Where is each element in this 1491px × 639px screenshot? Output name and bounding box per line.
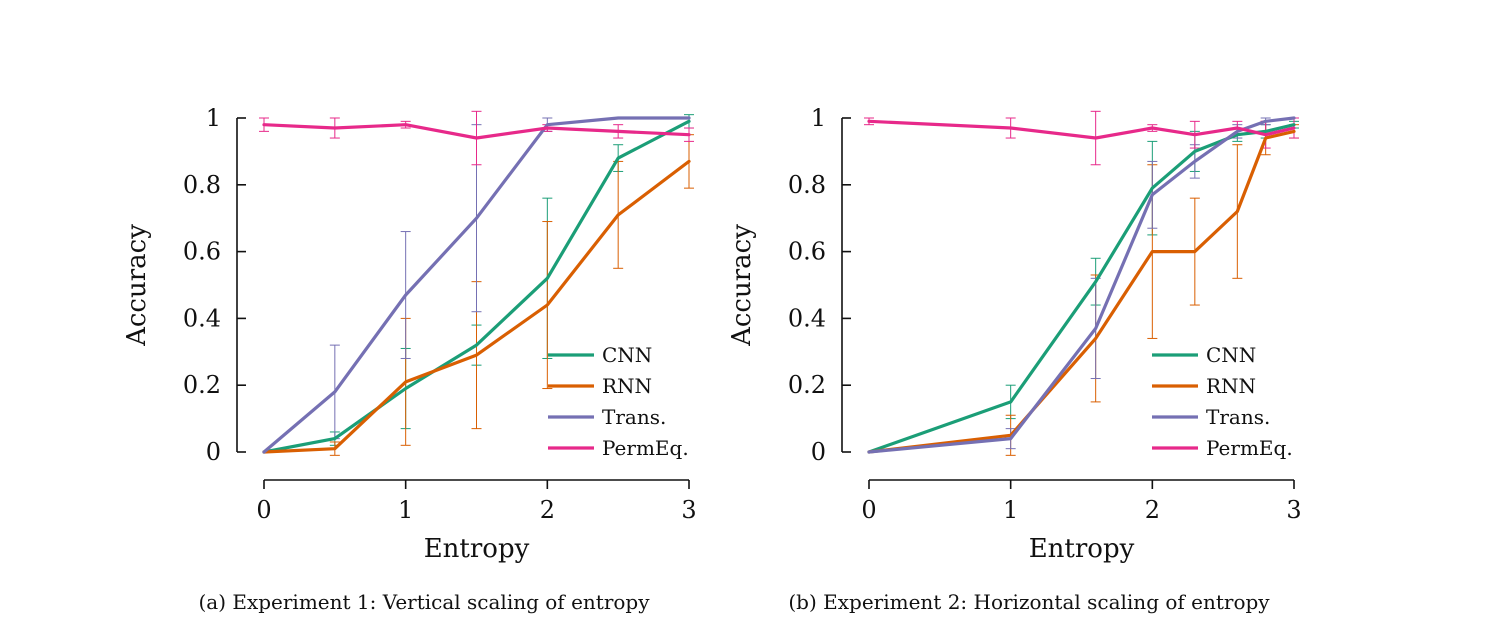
figure-caption: (a) Experiment 1: Vertical scaling of en…: [198, 590, 650, 614]
legend-label: Trans.: [602, 405, 666, 429]
x-tick-label: 2: [1145, 496, 1160, 524]
y-tick-label: 0: [206, 438, 221, 466]
x-tick-label: 1: [398, 496, 413, 524]
x-tick-label: 1: [1003, 496, 1018, 524]
x-tick-label: 3: [681, 496, 696, 524]
legend-label: Trans.: [1206, 405, 1270, 429]
y-tick-label: 0.4: [788, 304, 826, 332]
x-tick-label: 3: [1286, 496, 1301, 524]
x-axis-title: Entropy: [1029, 534, 1135, 564]
legend: CNN RNN Trans. PermEq.: [548, 343, 689, 460]
y-tick-label: 0.6: [788, 238, 826, 266]
series-line-permeq: [867, 119, 1296, 140]
series-line-trans: [867, 116, 1296, 454]
y-tick-label: 0.8: [788, 171, 826, 199]
x-tick-label: 2: [540, 496, 555, 524]
x-tick-label: 0: [861, 496, 876, 524]
series-line-cnn: [867, 123, 1296, 454]
y-tick-label: 1: [811, 104, 826, 132]
legend-label: CNN: [1206, 343, 1256, 367]
legend-label: PermEq.: [1206, 436, 1293, 460]
series-line-cnn: [262, 119, 691, 454]
legend-label: PermEq.: [602, 436, 689, 460]
series-line-trans: [262, 116, 691, 454]
series-line-rnn: [262, 159, 691, 454]
y-tick-label: 0.8: [183, 171, 221, 199]
x-axis-title: Entropy: [424, 534, 530, 564]
chart-panel-b: 0 0.2 0.4 0.6 0.8 1 0 1 2 3 Entropy Accuracy CNN RNN T…: [727, 104, 1302, 614]
y-tick-label: 0.2: [183, 371, 221, 399]
figure-caption: (b) Experiment 2: Horizontal scaling of …: [788, 590, 1270, 614]
y-tick-label: 0.2: [788, 371, 826, 399]
y-tick-label: 0.4: [183, 304, 221, 332]
series-line-permeq: [262, 123, 691, 140]
y-tick-label: 0.6: [183, 238, 221, 266]
legend-label: RNN: [602, 374, 652, 398]
y-tick-label: 0: [811, 438, 826, 466]
y-axis-title: Accuracy: [122, 224, 152, 347]
series-line-rnn: [867, 129, 1296, 454]
chart-panel-a: 0 0.2 0.4 0.6 0.8 1 0 1 2 3 Entropy Accuracy CNN RNN T…: [122, 104, 697, 614]
y-axis-title: Accuracy: [727, 224, 757, 347]
legend-label: CNN: [602, 343, 652, 367]
legend: CNN RNN Trans. PermEq.: [1152, 343, 1293, 460]
legend-label: RNN: [1206, 374, 1256, 398]
x-tick-label: 0: [256, 496, 271, 524]
y-tick-label: 1: [206, 104, 221, 132]
